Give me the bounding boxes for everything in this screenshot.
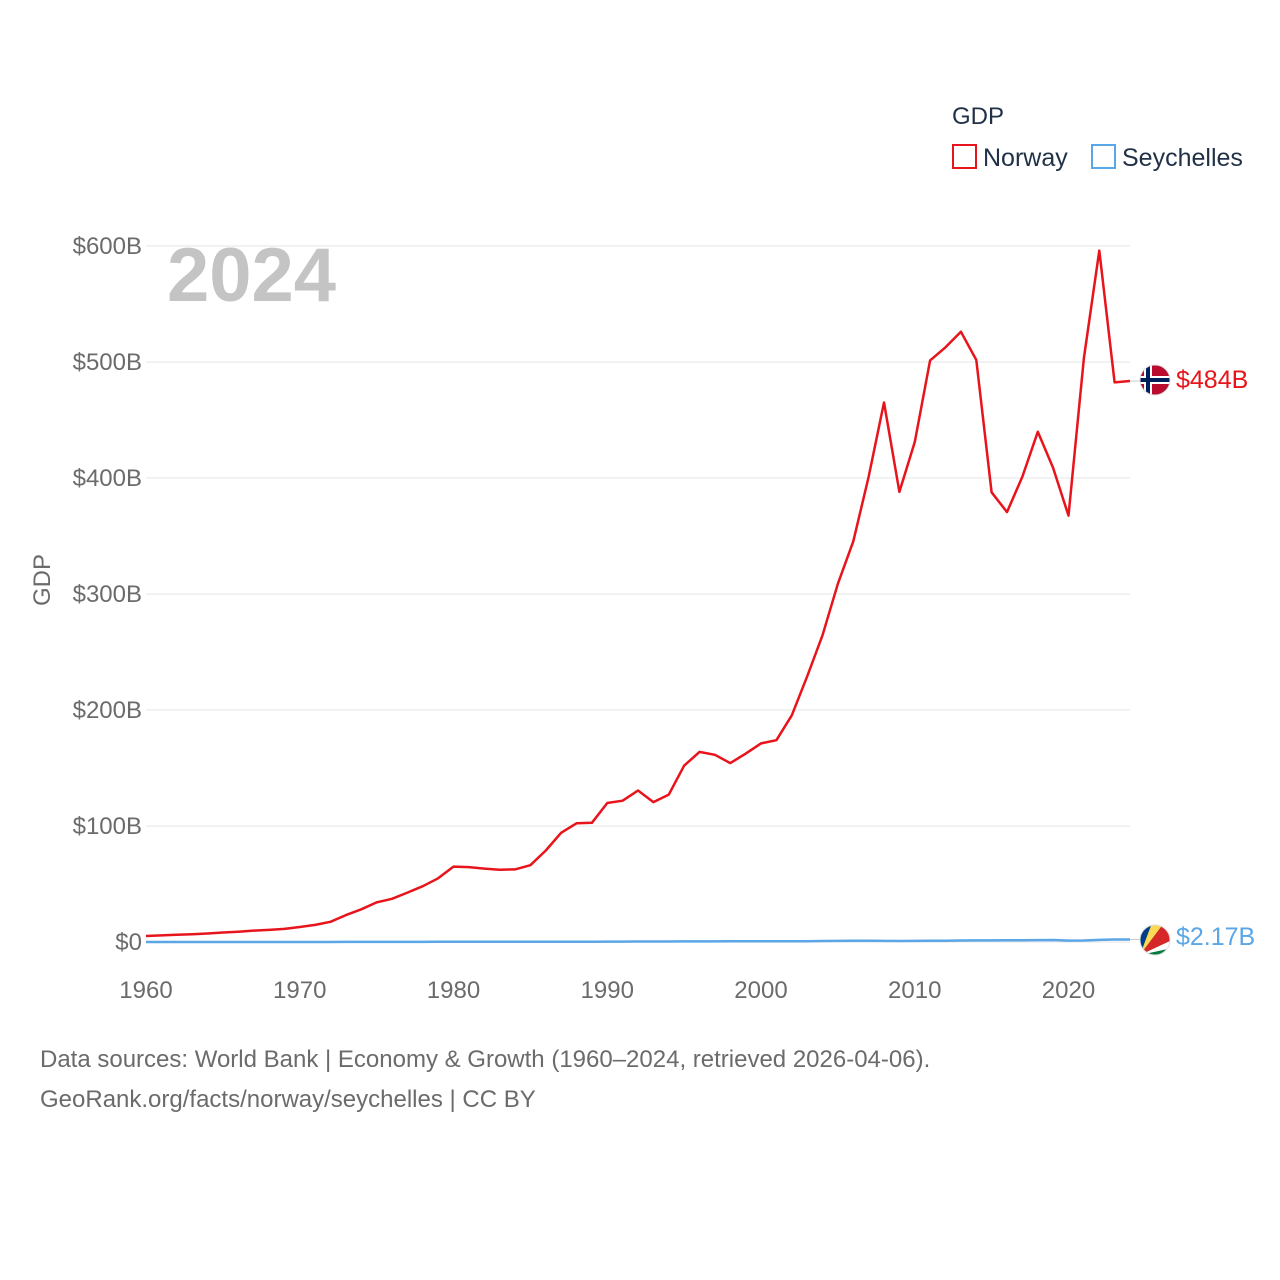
gdp-line-chart: $0 $100B $200B $300B $400B $500B $600B 1960 197… bbox=[29, 103, 1255, 1004]
y-tick-label: $0 bbox=[115, 929, 142, 956]
x-tick-label: 2000 bbox=[734, 977, 787, 1004]
source-line-1: Data sources: World Bank | Economy & Gro… bbox=[40, 1046, 931, 1073]
legend-item-seychelles[interactable]: Seychelles bbox=[1091, 144, 1243, 172]
series-line-seychelles[interactable] bbox=[146, 938, 1130, 944]
legend-swatch-seychelles bbox=[1091, 144, 1116, 169]
legend-label-seychelles: Seychelles bbox=[1122, 144, 1243, 172]
end-label-seychelles: $2.17B bbox=[1176, 923, 1255, 951]
y-tick-label: $300B bbox=[73, 581, 142, 608]
seychelles-flag-icon bbox=[1140, 925, 1170, 955]
x-tick-label: 2020 bbox=[1042, 977, 1095, 1004]
end-label-norway: $484B bbox=[1176, 366, 1248, 394]
x-tick-label: 1960 bbox=[119, 977, 172, 1004]
series-lines bbox=[145, 249, 1140, 944]
legend-swatch-norway bbox=[952, 144, 977, 169]
x-tick-label: 1990 bbox=[581, 977, 634, 1004]
legend-item-norway[interactable]: Norway bbox=[952, 144, 1068, 172]
norway-flag-icon bbox=[1140, 365, 1170, 395]
y-tick-label: $100B bbox=[73, 813, 142, 840]
y-axis-ticks: $0 $100B $200B $300B $400B $500B $600B bbox=[73, 233, 142, 956]
legend-label-norway: Norway bbox=[983, 144, 1068, 172]
legend: GDP Norway Seychelles bbox=[952, 103, 1243, 172]
gridlines bbox=[146, 245, 1130, 943]
source-footnote: Data sources: World Bank | Economy & Gro… bbox=[40, 1040, 1240, 1120]
x-tick-label: 1980 bbox=[427, 977, 480, 1004]
y-tick-label: $600B bbox=[73, 233, 142, 260]
y-tick-label: $400B bbox=[73, 465, 142, 492]
legend-title: GDP bbox=[952, 103, 1004, 130]
x-tick-label: 2010 bbox=[888, 977, 941, 1004]
source-line-2: GeoRank.org/facts/norway/seychelles | CC… bbox=[40, 1086, 536, 1113]
y-axis-label: GDP bbox=[29, 554, 56, 606]
series-line-norway[interactable] bbox=[145, 249, 1131, 938]
y-tick-label: $200B bbox=[73, 697, 142, 724]
year-label: 2024 bbox=[167, 233, 336, 318]
x-axis-ticks: 1960 1970 1980 1990 2000 2010 2020 bbox=[119, 977, 1095, 1004]
y-tick-label: $500B bbox=[73, 349, 142, 376]
x-tick-label: 1970 bbox=[273, 977, 326, 1004]
